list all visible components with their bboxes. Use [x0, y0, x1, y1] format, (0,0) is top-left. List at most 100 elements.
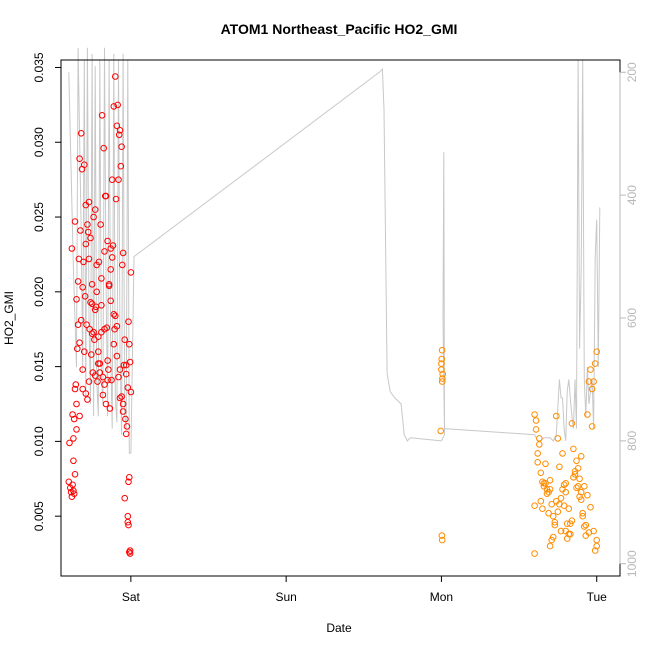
data-point-series-1: [121, 494, 128, 502]
pressure-line: [68, 47, 601, 454]
data-point-series-1: [113, 322, 121, 330]
y-tick-label: 0.010: [32, 426, 46, 456]
data-point-series-2: [581, 523, 588, 530]
x-tick-label: Tue: [587, 590, 608, 604]
data-point-series-1: [74, 321, 82, 329]
data-point-series-2: [584, 491, 591, 499]
data-point-series-2: [579, 509, 587, 517]
data-point-series-2: [542, 480, 549, 487]
data-point-series-2: [574, 465, 582, 472]
data-point-series-1: [108, 376, 115, 384]
data-point-series-1: [126, 474, 133, 481]
data-point-series-1: [125, 521, 132, 529]
data-point-series-1: [76, 155, 83, 162]
data-point-series-2: [559, 450, 566, 457]
data-point-series-1: [87, 234, 94, 242]
data-point-series-2: [438, 355, 446, 363]
data-point-series-1: [126, 358, 134, 366]
data-point-series-2: [574, 483, 582, 490]
data-point-series-2: [531, 550, 538, 557]
data-point-series-1: [77, 227, 84, 234]
y2-axis: 200 400 600 800 1000: [619, 62, 639, 577]
data-point-series-2: [537, 469, 545, 477]
data-point-series-2: [576, 493, 583, 501]
data-point-series-2: [570, 474, 577, 481]
data-point-series-2: [543, 490, 551, 498]
y2-tick-label: 800: [625, 431, 639, 451]
data-point-series-1: [75, 255, 83, 263]
data-point-series-2: [534, 459, 542, 466]
data-point-series-2: [531, 502, 538, 510]
data-point-series-1: [99, 373, 107, 381]
data-point-series-2: [591, 360, 599, 367]
data-point-series-1: [76, 339, 83, 347]
data-point-series-1: [116, 366, 124, 373]
data-point-series-2: [539, 505, 546, 513]
data-point-series-1: [70, 490, 78, 498]
data-point-series-1: [71, 218, 79, 225]
x-axis-label: Date: [326, 621, 352, 635]
data-point-series-1: [119, 261, 126, 269]
data-point-series-1: [107, 245, 114, 252]
data-point-series-2: [546, 542, 554, 550]
series-points-group: [65, 73, 601, 557]
data-point-series-1: [70, 435, 77, 442]
pressure-line-group: [68, 47, 601, 454]
data-point-series-1: [105, 282, 113, 290]
x-axis: Sat Sun Mon Tue: [122, 575, 608, 604]
data-point-series-2: [593, 536, 601, 544]
data-point-series-1: [124, 512, 132, 520]
data-point-series-1: [121, 336, 128, 344]
data-point-series-1: [70, 487, 77, 495]
data-point-series-1: [102, 400, 110, 408]
data-point-series-1: [118, 393, 125, 400]
data-point-series-2: [551, 521, 559, 529]
y-tick-label: 0.025: [32, 202, 46, 232]
x-tick-label: Sat: [122, 590, 141, 604]
data-point-series-2: [546, 486, 554, 493]
data-point-series-1: [96, 369, 104, 376]
x-tick-label: Mon: [430, 590, 453, 604]
data-point-series-2: [556, 463, 563, 471]
data-point-series-1: [98, 275, 105, 282]
data-point-series-1: [95, 333, 102, 341]
data-point-series-1: [122, 430, 130, 438]
chart-title: ATOM1 Northeast_Pacific HO2_GMI: [221, 21, 458, 37]
data-point-series-1: [84, 228, 92, 236]
data-point-series-2: [587, 503, 594, 511]
data-point-series-2: [560, 502, 568, 510]
data-point-series-2: [537, 497, 545, 505]
data-point-series-2: [585, 378, 593, 385]
data-point-series-2: [438, 536, 446, 544]
data-point-series-1: [118, 143, 125, 150]
data-point-series-1: [126, 340, 133, 348]
data-point-series-2: [438, 346, 446, 354]
data-point-series-1: [95, 348, 102, 356]
data-point-series-2: [590, 378, 597, 385]
data-point-series-1: [76, 412, 83, 420]
data-point-series-2: [534, 450, 542, 457]
data-point-series-2: [536, 441, 543, 448]
data-point-series-1: [85, 378, 93, 385]
data-point-series-1: [84, 396, 91, 403]
data-point-series-2: [554, 508, 562, 516]
data-point-series-1: [68, 245, 76, 252]
data-point-series-1: [124, 384, 132, 391]
data-point-series-1: [106, 405, 114, 412]
data-point-series-2: [588, 423, 596, 430]
data-point-series-1: [127, 269, 135, 276]
data-point-series-1: [122, 415, 129, 423]
y-tick-label: 0.020: [32, 276, 46, 306]
data-point-series-1: [115, 131, 123, 139]
data-point-series-2: [565, 505, 573, 513]
data-point-series-2: [573, 457, 580, 465]
data-point-series-1: [74, 345, 81, 353]
data-point-series-1: [71, 385, 79, 393]
data-point-series-1: [69, 411, 76, 418]
y-tick-label: 0.015: [32, 351, 46, 381]
data-point-series-1: [115, 373, 122, 381]
data-point-series-1: [122, 370, 130, 378]
data-point-series-1: [115, 176, 122, 183]
data-point-series-1: [98, 112, 106, 119]
